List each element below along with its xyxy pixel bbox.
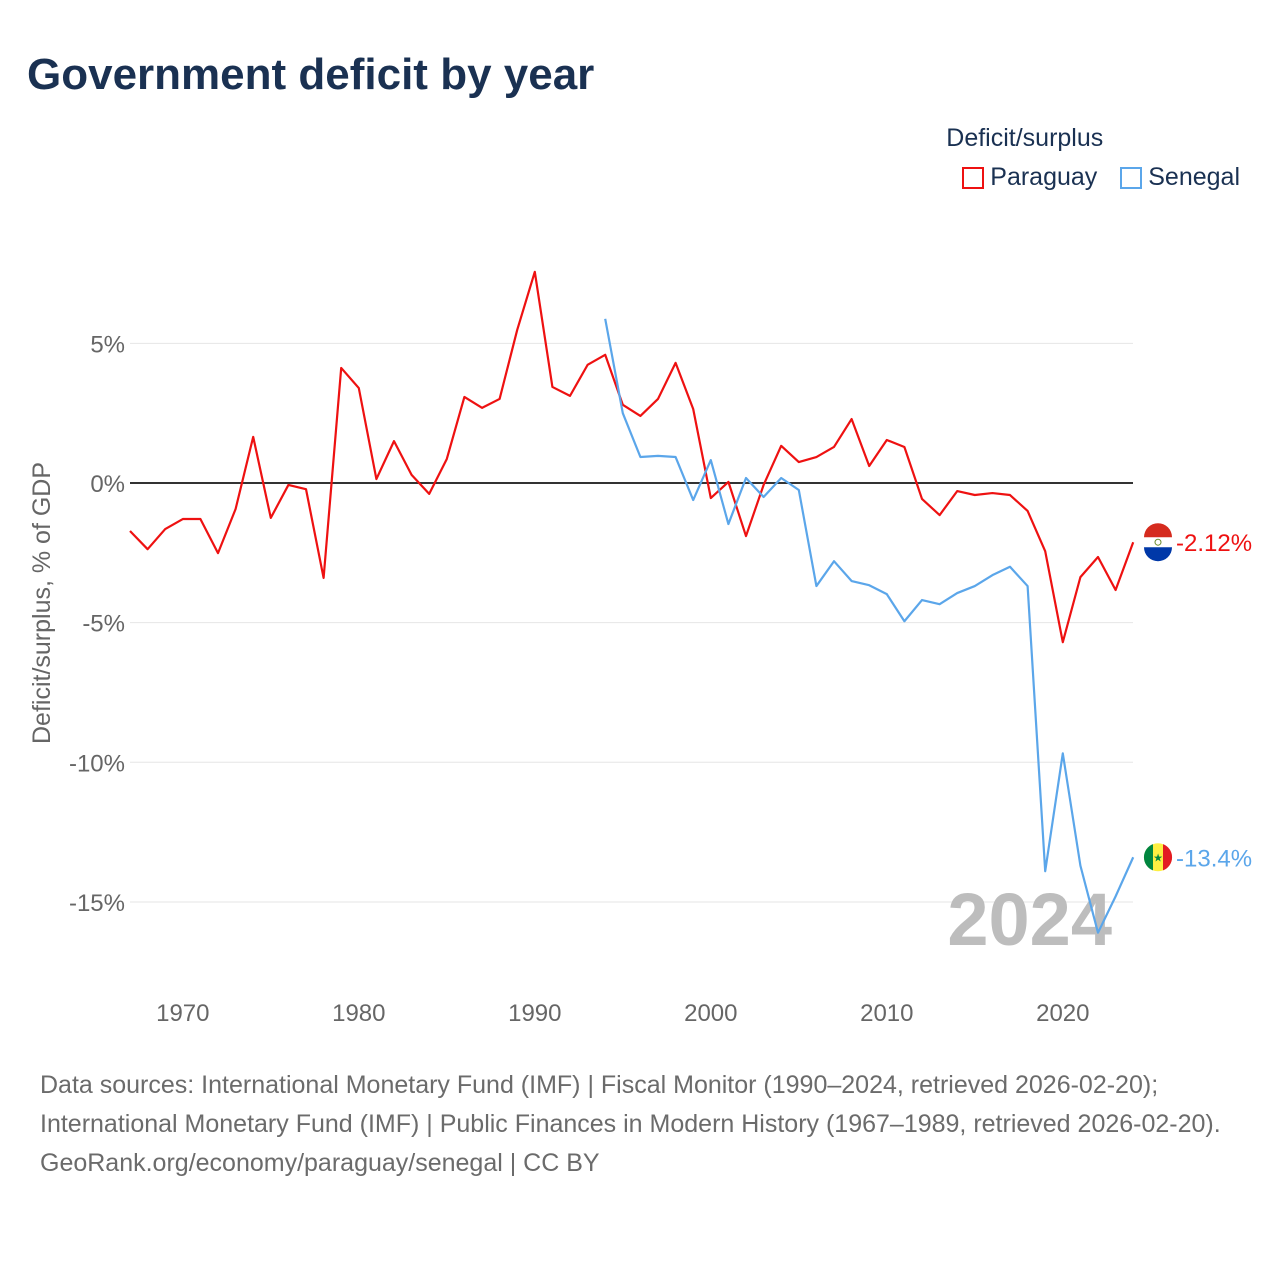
flag-part (1163, 844, 1173, 871)
x-tick-label: 1990 (508, 1000, 561, 1027)
sources: Data sources: International Monetary Fun… (40, 1066, 1240, 1183)
y-tick-label: -5% (82, 611, 125, 638)
legend-label: Paraguay (990, 163, 1098, 191)
flag-part: ★ (1153, 852, 1163, 864)
y-tick-label: 5% (90, 331, 125, 358)
chart-title: Government deficit by year (27, 50, 595, 99)
legend-item-senegal[interactable]: Senegal (1120, 163, 1240, 192)
flag-part (1154, 538, 1162, 546)
end-label-senegal: -13.4% (1176, 845, 1252, 872)
series-line-senegal (604, 318, 1135, 934)
year-watermark: 2024 (947, 878, 1112, 961)
flag-paraguay-icon (1144, 523, 1172, 562)
x-tick-label: 1980 (332, 1000, 385, 1027)
flag-senegal-icon: ★ (1143, 843, 1173, 872)
source-link[interactable]: GeoRank.org/economy/paraguay/senegal | C… (40, 1149, 600, 1177)
series-line-paraguay (129, 270, 1135, 644)
y-tick-label: 0% (90, 471, 125, 498)
y-tick-label: -15% (69, 890, 125, 917)
legend-label: Senegal (1148, 163, 1240, 191)
legend-swatch-senegal (1120, 166, 1143, 189)
legend: Deficit/surplus Paraguay Senegal (946, 124, 1240, 196)
legend-item-paraguay[interactable]: Paraguay (962, 163, 1097, 192)
flag-part (1143, 844, 1153, 871)
x-tick-label: 2020 (1036, 1000, 1089, 1027)
x-tick-label: 2000 (684, 1000, 737, 1027)
legend-title: Deficit/surplus (946, 124, 1104, 152)
flag-part (1144, 523, 1172, 538)
legend-swatch-paraguay (962, 166, 985, 189)
x-tick-label: 1970 (156, 1000, 209, 1027)
y-axis-label: Deficit/surplus, % of GDP (28, 462, 56, 744)
x-tick-label: 2010 (860, 1000, 913, 1027)
source-text: Data sources: International Monetary Fun… (40, 1071, 1221, 1138)
end-label-paraguay: -2.12% (1176, 530, 1252, 557)
flag-part (1144, 547, 1172, 562)
y-tick-label: -10% (69, 750, 125, 777)
plot-area: 5%0%-5%-10%-15%1970 1980 1990 2000 2010 2020 … (28, 270, 1252, 1027)
